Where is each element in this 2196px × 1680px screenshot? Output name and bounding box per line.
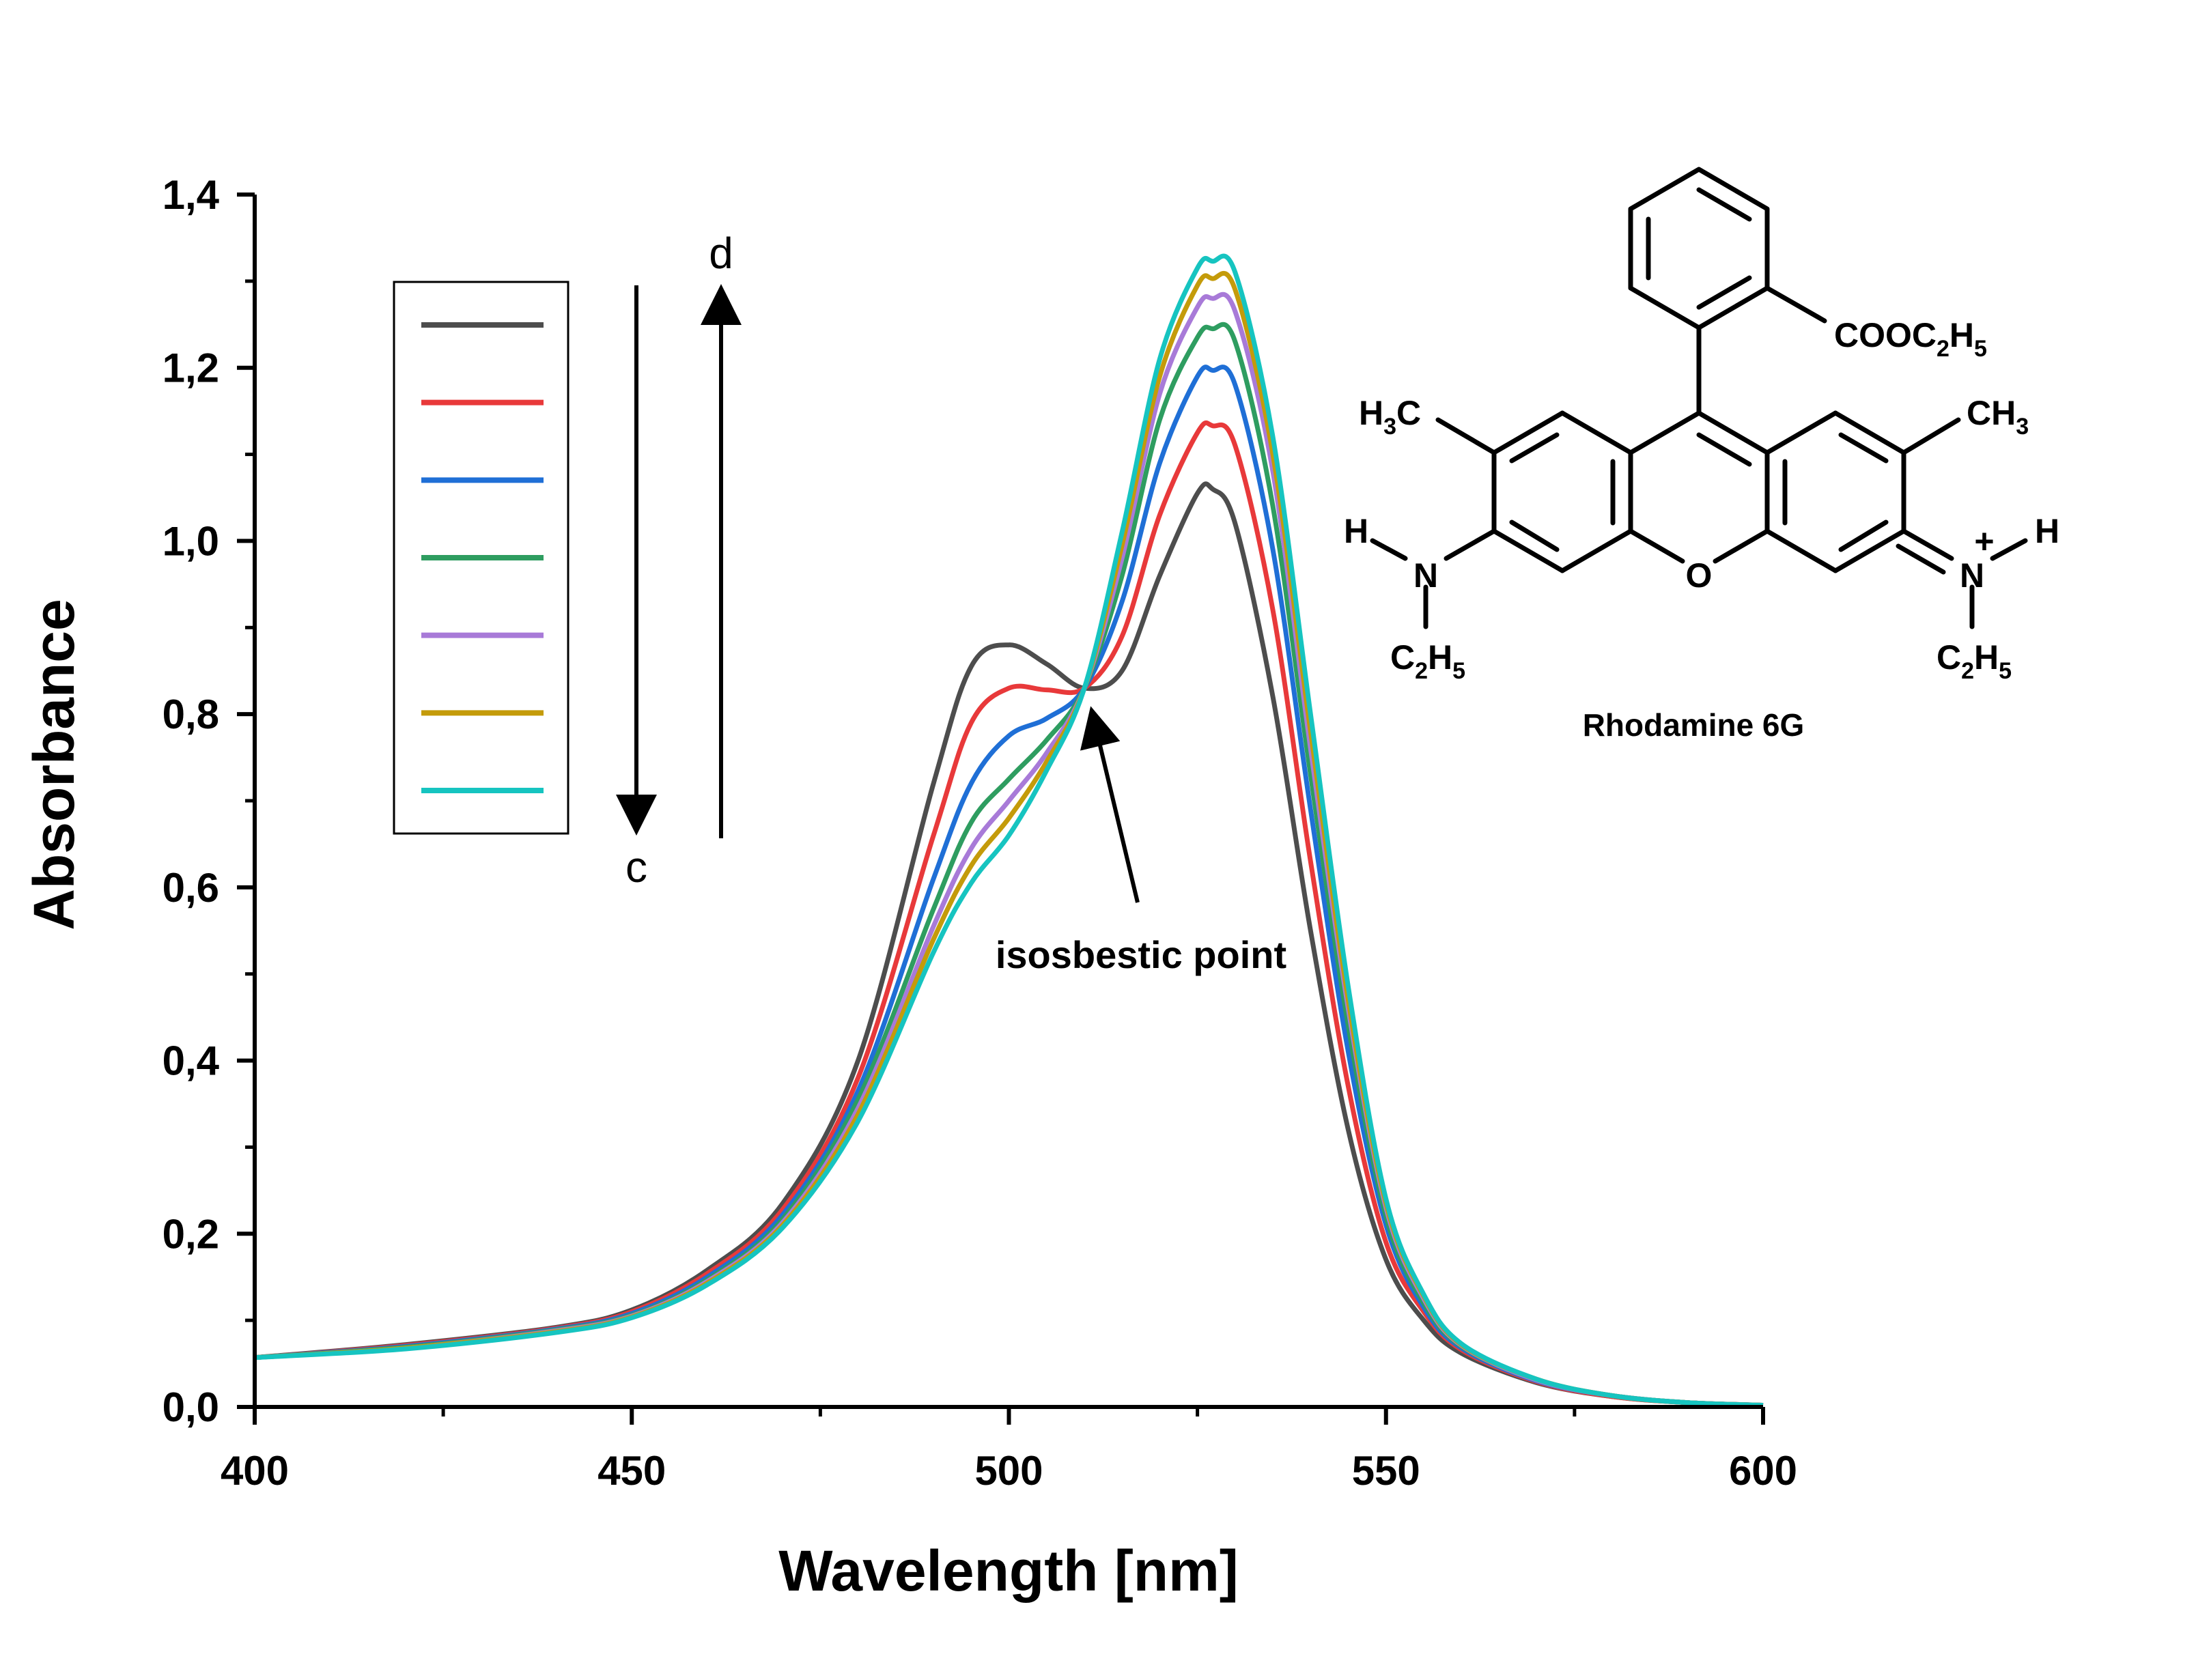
series-line-4: [254, 322, 1764, 1408]
series-line-1: [254, 481, 1764, 1408]
label-plus: +: [1974, 522, 1994, 560]
y-tick-label: 1,2: [163, 345, 219, 391]
rhodamine-6g-structure: [1370, 167, 2028, 629]
series-line-3: [254, 365, 1764, 1408]
label-h3c: H3C: [1359, 394, 1421, 440]
x-tick-label: 600: [1729, 1448, 1797, 1494]
structure-name: Rhodamine 6G: [1583, 707, 1805, 743]
y-tick-label: 1,4: [163, 172, 220, 218]
axis-ticks: 400 450 500 550 600 0,0 0,2 0,4 0,6 0,8 1,0 1,2 1,4: [163, 172, 1797, 1494]
y-tick-label: 0,8: [163, 692, 219, 737]
y-tick-label: 1,0: [163, 518, 219, 564]
y-axis-title: Absorbance: [22, 599, 86, 930]
isosbestic-arrow: [1080, 706, 1140, 903]
label-n-left: N: [1413, 556, 1438, 595]
series-lines: [254, 253, 1764, 1408]
structure-labels: COOC2H5 H3C CH3 H N O N + H C2H5 C2H5 Rh…: [1344, 316, 2059, 743]
label-n-right: N: [1960, 556, 1984, 595]
x-tick-label: 450: [597, 1448, 666, 1494]
label-c2h5-left: C2H5: [1390, 638, 1465, 684]
x-tick-label: 500: [974, 1448, 1043, 1494]
arrow-down-label: c: [625, 842, 647, 892]
series-line-7: [254, 253, 1764, 1408]
label-c2h5-right: C2H5: [1937, 638, 2012, 684]
y-tick-label: 0,4: [163, 1038, 220, 1084]
label-o-ring: O: [1686, 556, 1713, 595]
series-line-2: [254, 420, 1764, 1408]
legend-box: [393, 281, 569, 835]
label-cooc2h5: COOC2H5: [1834, 316, 1987, 362]
x-tick-label: 400: [221, 1448, 289, 1494]
label-ch3: CH3: [1967, 394, 2029, 440]
legend: [421, 322, 544, 793]
y-tick-label: 0,2: [163, 1211, 219, 1257]
label-h-right: H: [2035, 512, 2059, 550]
y-tick-label: 0,0: [163, 1384, 219, 1430]
arrow-up-label: d: [709, 229, 733, 278]
x-tick-label: 550: [1352, 1448, 1420, 1494]
label-h-left: H: [1344, 512, 1368, 550]
x-axis-title: Wavelength [nm]: [778, 1539, 1239, 1603]
y-tick-label: 0,6: [163, 865, 219, 911]
isosbestic-label: isosbestic point: [996, 933, 1286, 976]
series-line-5: [254, 291, 1764, 1408]
